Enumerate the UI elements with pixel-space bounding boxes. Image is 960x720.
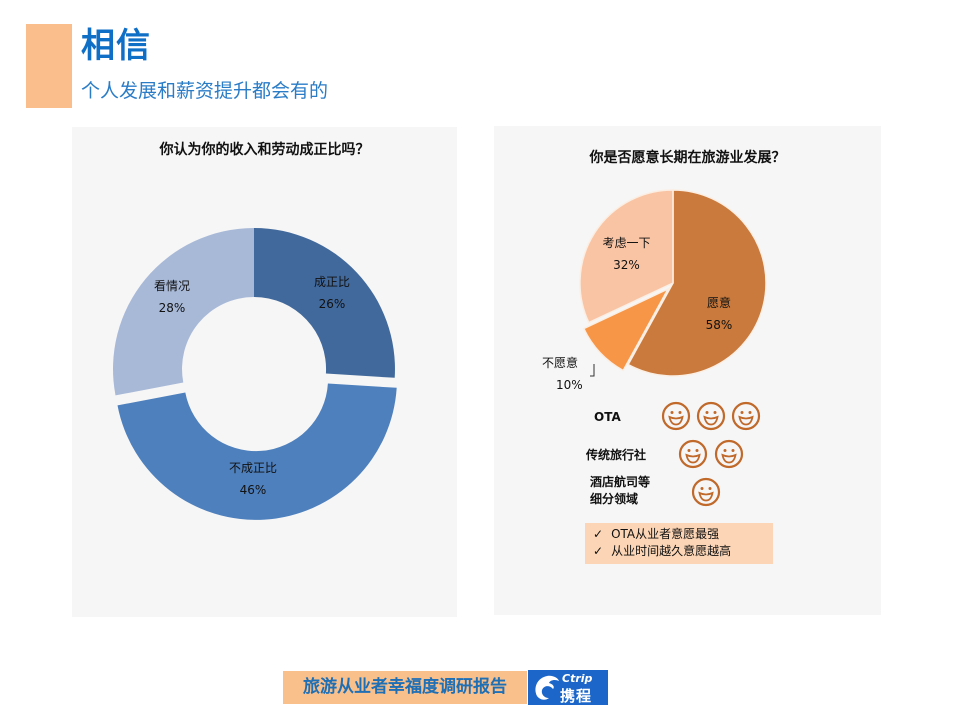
logo-text-cn: 携程 <box>560 687 593 705</box>
label-not-proportional: 不成正比 46% <box>228 461 277 497</box>
pie-slice-unwilling <box>582 287 670 372</box>
label-depends: 看情况 28% <box>153 279 190 315</box>
donut-slice-proportional <box>254 228 395 378</box>
page-title: 相信 <box>81 26 151 66</box>
label-proportional: 成正比 26% <box>313 275 350 311</box>
page-subtitle: 个人发展和薪资提升都会有的 <box>81 80 329 102</box>
pie-slice-willing <box>627 189 767 377</box>
note-item: ✓ OTA从业者意愿最强 <box>593 527 720 541</box>
report-title-banner: 旅游从业者幸福度调研报告 <box>283 671 527 704</box>
income-chart-panel: 你认为你的收入和劳动成正比吗？ 成正比 26% 不成正比 46% 看情况 28% <box>72 127 457 617</box>
dolphin-icon <box>535 675 559 700</box>
smiley-icon <box>714 439 744 469</box>
smiley-icon <box>661 401 691 431</box>
income-chart-title: 你认为你的收入和劳动成正比吗？ <box>159 142 370 158</box>
donut-slice-depends <box>113 228 254 396</box>
rating-label-travel-agency: 传统旅行社 <box>586 448 647 462</box>
conclusion-notes: ✓ OTA从业者意愿最强 ✓ 从业时间越久意愿越高 <box>585 523 773 564</box>
career-chart-panel: 你是否愿意长期在旅游业发展？ 考虑一下 32% 愿意 58% 不愿意 10% O… <box>494 126 881 615</box>
title-accent-bar <box>26 24 72 108</box>
income-donut-chart <box>113 228 397 520</box>
rating-label-ota: OTA <box>594 410 621 424</box>
smiley-icon <box>696 401 726 431</box>
rating-label-segments: 酒店航司等 细分领域 <box>590 475 651 506</box>
leader-line <box>590 364 595 377</box>
label-unwilling: 不愿意 10% <box>542 356 583 392</box>
smiley-icon <box>691 477 721 507</box>
label-considering: 考虑一下 32% <box>602 236 651 272</box>
logo-text-en: Ctrip <box>562 672 593 685</box>
pie-slice-considering <box>579 189 674 324</box>
ctrip-logo: Ctrip 携程 <box>528 670 608 705</box>
donut-slice-not-proportional <box>117 383 397 520</box>
smiley-icon <box>678 439 708 469</box>
label-willing: 愿意 58% <box>705 296 733 332</box>
note-item: ✓ 从业时间越久意愿越高 <box>593 544 732 558</box>
career-pie-chart <box>579 189 767 377</box>
check-icon: ✓ <box>593 527 604 541</box>
smiley-icon <box>731 401 761 431</box>
check-icon: ✓ <box>593 544 604 558</box>
career-chart-title: 你是否愿意长期在旅游业发展？ <box>589 150 786 166</box>
